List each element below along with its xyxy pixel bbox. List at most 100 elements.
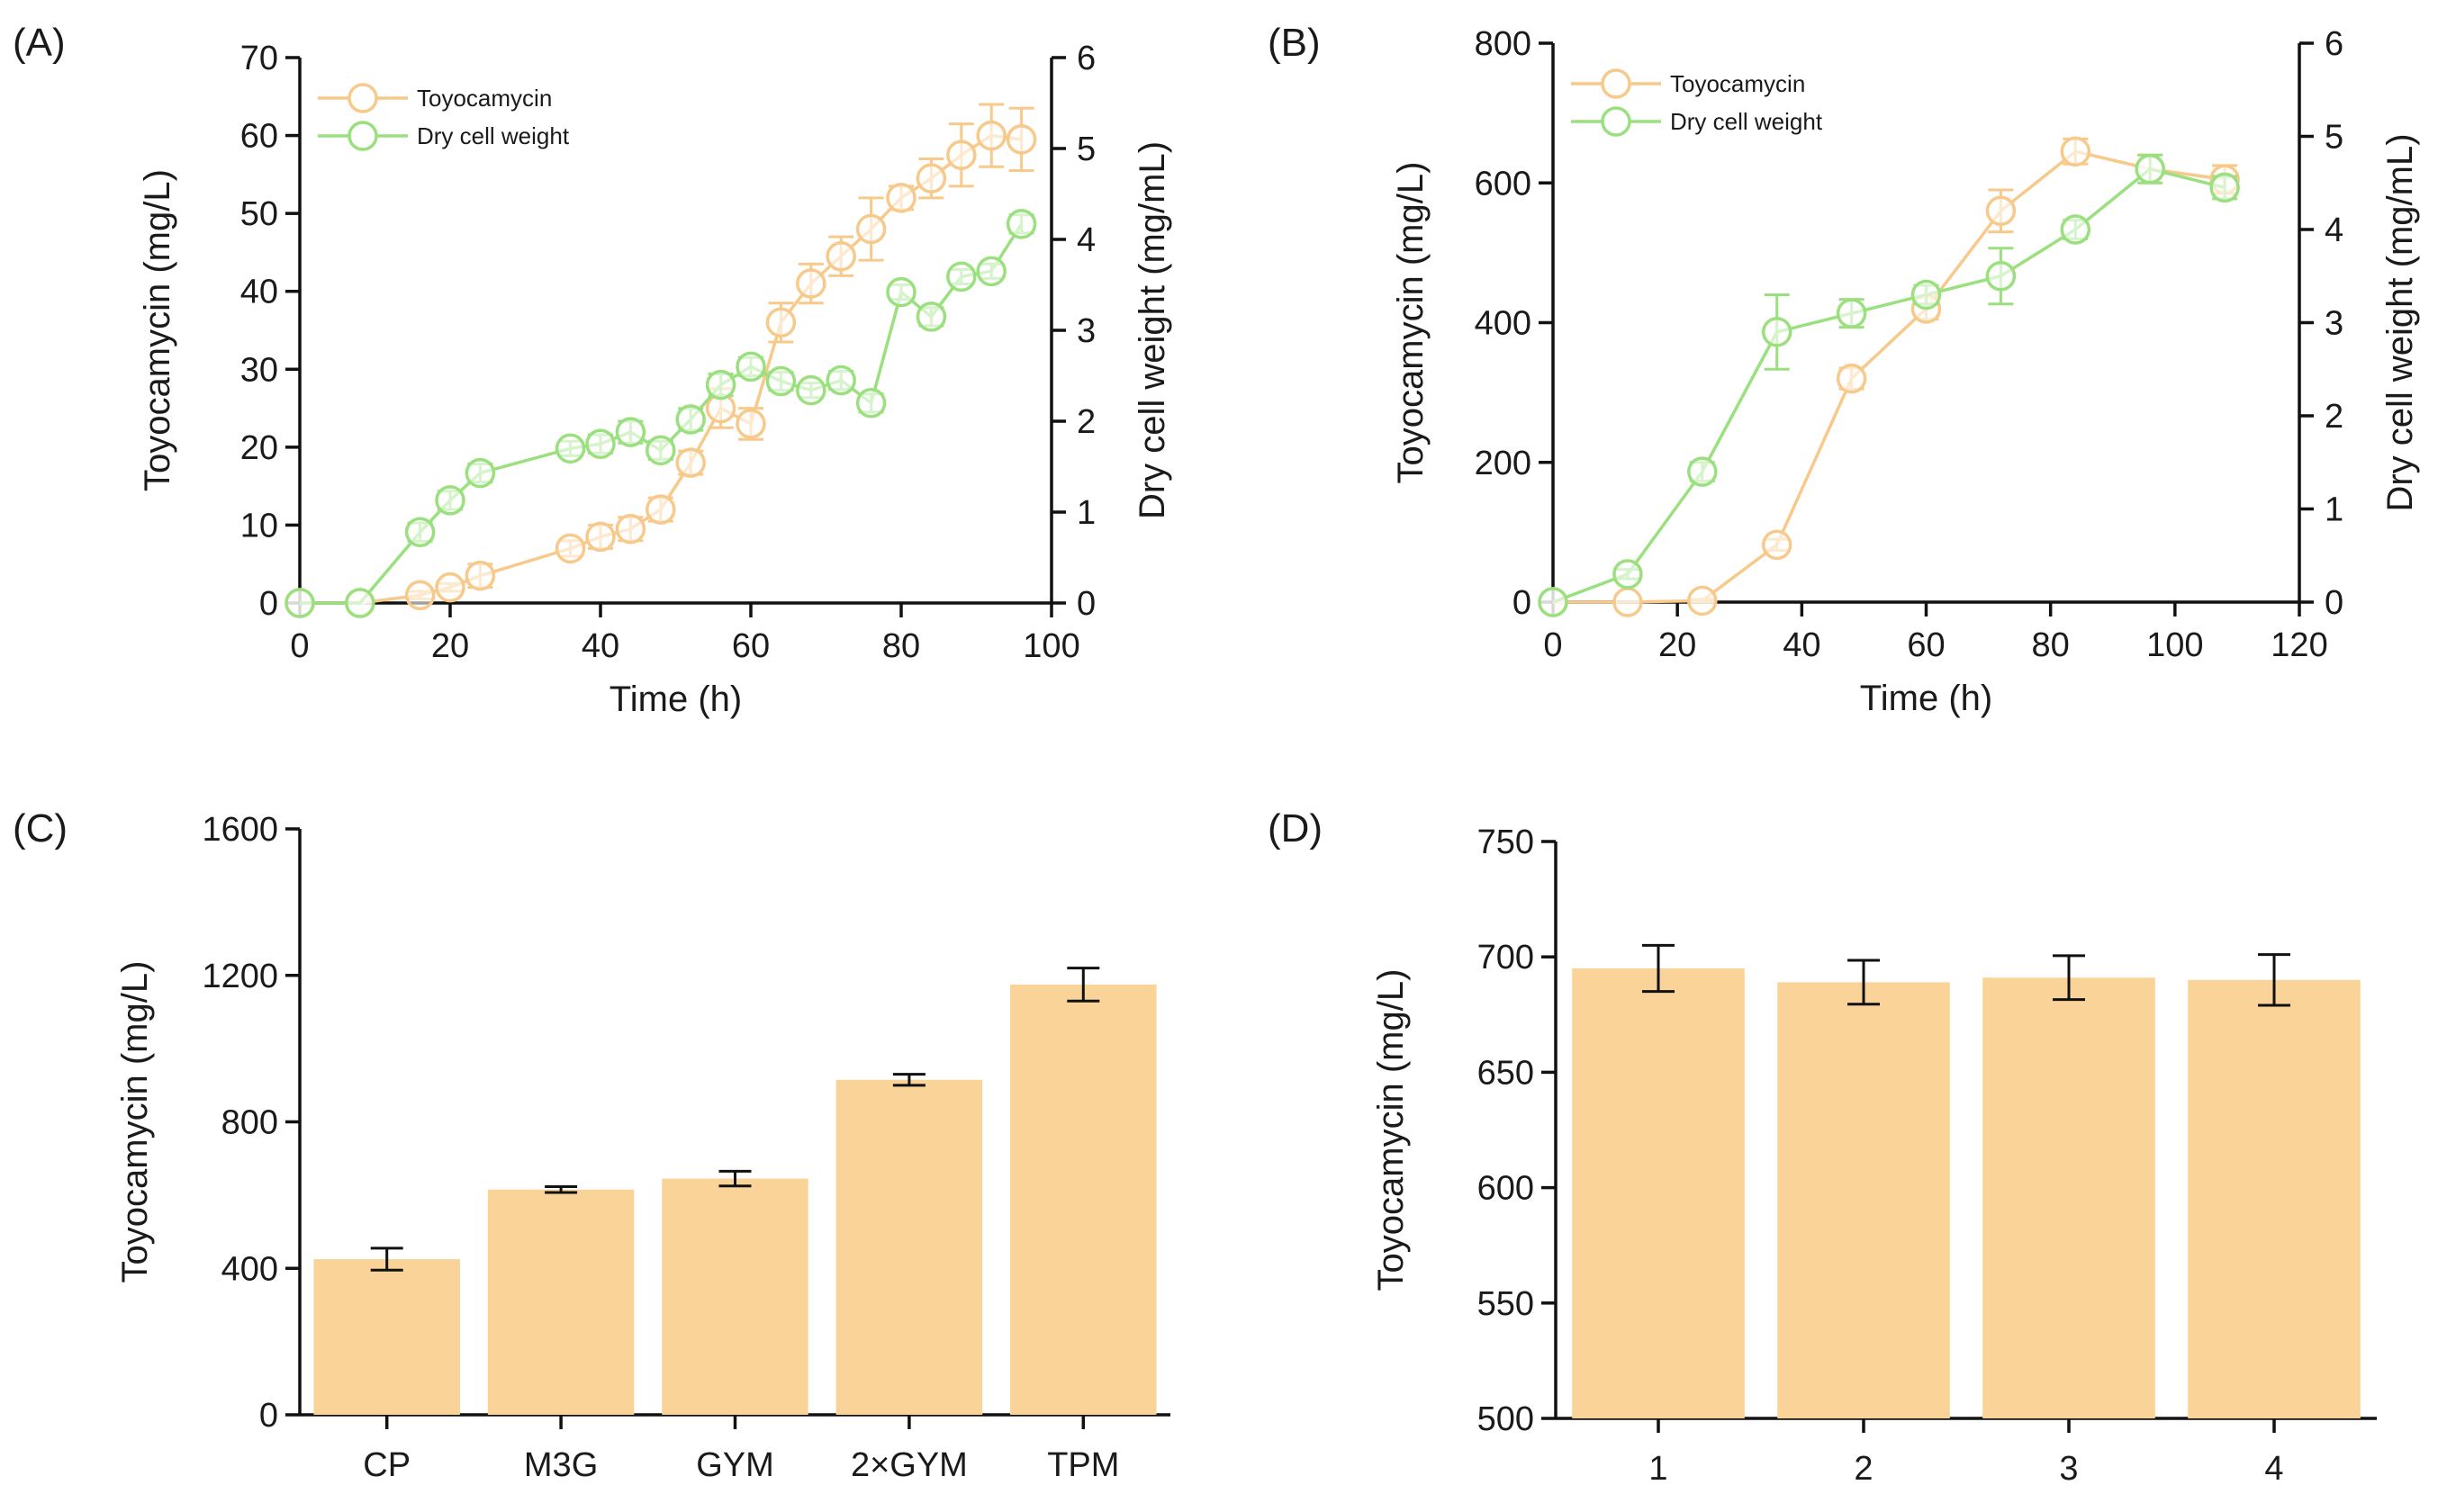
y-tick-label: 500 (1477, 1400, 1534, 1438)
y-axis-title: Toyocamycin (mg/L) (1391, 162, 1431, 484)
data-point (2060, 214, 2091, 245)
data-point (2060, 136, 2091, 167)
data-point (1006, 209, 1037, 239)
series-toyocamycin (284, 103, 1037, 618)
data-point (855, 388, 887, 418)
bar (835, 1079, 983, 1415)
data-point (2209, 172, 2240, 203)
y-tick-label: 550 (1477, 1285, 1534, 1323)
legend-marker (348, 121, 378, 151)
y2-tick-label: 2 (2325, 398, 2343, 436)
legend-label: Dry cell weight (1670, 108, 1823, 135)
x-tick-label: 0 (290, 627, 309, 665)
data-point (435, 572, 465, 603)
y-tick-label: 10 (240, 507, 278, 544)
series-line (1553, 149, 2226, 604)
y-tick-label: 400 (1475, 305, 1531, 343)
data-point (946, 140, 977, 170)
x-tick-label: GYM (696, 1446, 774, 1484)
y-tick-label: 1200 (202, 958, 278, 995)
bar (1572, 968, 1745, 1418)
data-point (465, 457, 496, 489)
y-tick-label: 20 (240, 429, 278, 467)
x-tick-label: CP (363, 1446, 411, 1484)
data-point (976, 256, 1007, 287)
data-point (1612, 559, 1643, 590)
x-tick-label: 120 (2271, 626, 2327, 664)
y2-tick-label: 1 (2325, 491, 2343, 529)
y-axis-title: Toyocamycin (mg/L) (1371, 969, 1411, 1292)
y-tick-label: 800 (221, 1104, 278, 1142)
bar (1982, 977, 2155, 1418)
data-point (765, 365, 797, 397)
y2-tick-label: 4 (1077, 221, 1096, 259)
data-point (555, 433, 586, 464)
y-tick-label: 1600 (202, 811, 278, 849)
bar (313, 1259, 460, 1415)
x-tick-label: 60 (732, 627, 770, 665)
y-tick-label: 30 (240, 351, 278, 389)
y-tick-label: 600 (1477, 1170, 1534, 1208)
data-point (916, 302, 947, 332)
data-point (796, 374, 826, 406)
x-tick-label: 0 (1543, 626, 1562, 664)
y-tick-label: 700 (1477, 939, 1534, 976)
data-point (1985, 261, 2017, 292)
data-point (1538, 587, 1568, 617)
data-point (585, 521, 616, 553)
data-point (1836, 363, 1867, 394)
panel-label: (A) (13, 21, 66, 65)
x-tick-label: 100 (2146, 626, 2203, 664)
data-point (1836, 298, 1867, 328)
x-tick-label: 20 (431, 627, 469, 665)
data-point (615, 514, 646, 544)
data-point (886, 276, 916, 308)
series-toyocamycin (1538, 136, 2240, 617)
series-line (1552, 166, 2226, 604)
x-tick-label: 60 (1907, 626, 1945, 664)
data-point (826, 241, 856, 272)
y-tick-label: 40 (240, 274, 278, 311)
data-point (1612, 587, 1643, 617)
bar (487, 1189, 635, 1415)
data-point (646, 494, 676, 525)
x-tick-label: 4 (2264, 1450, 2283, 1488)
data-point (886, 183, 916, 213)
data-point (435, 485, 465, 516)
y2-tick-label: 4 (2325, 212, 2343, 249)
chart-panel-b: (B) 0 20 40 60 80 100 120 0 200 400 600 800 0 1 2 3 4 5 6 Ti… (1268, 21, 2420, 718)
y-tick-label: 70 (240, 40, 278, 77)
y-tick-label: 600 (1475, 165, 1531, 202)
data-point (465, 560, 496, 591)
bar (1777, 982, 1950, 1418)
data-point (826, 364, 856, 396)
bar (2188, 979, 2361, 1418)
y2-axis-title: Dry cell weight (mg/mL) (1133, 141, 1172, 519)
data-point (916, 163, 947, 194)
y-tick-label: 650 (1477, 1054, 1534, 1092)
legend-marker (348, 83, 378, 113)
y-tick-label: 200 (1475, 445, 1531, 482)
legend-label: Toyocamycin (417, 85, 552, 112)
data-point (675, 447, 706, 478)
data-point (736, 351, 766, 382)
chart-panel-c: (C) 0 400 800 1200 1600 CP M3G GYM 2×GYM TPM Toyoca… (13, 806, 1170, 1484)
y-tick-label: 400 (221, 1250, 278, 1288)
x-tick-label: 2×GYM (851, 1446, 968, 1484)
series-line (300, 222, 1024, 605)
data-point (976, 120, 1007, 151)
chart-panel-d: (D) 500 550 600 650 700 750 1 2 3 4 Toyocamycin (mg… (1268, 806, 2377, 1488)
legend-label: Toyocamycin (1670, 70, 1805, 97)
y-tick-label: 0 (1512, 584, 1531, 622)
x-tick-label: 100 (1023, 627, 1079, 665)
data-point (646, 435, 676, 466)
x-tick-label: 80 (2032, 626, 2070, 664)
x-tick-label: M3G (524, 1446, 598, 1484)
y-tick-label: 750 (1477, 824, 1534, 861)
y2-tick-label: 6 (2325, 25, 2343, 63)
data-point (1687, 585, 1718, 616)
x-tick-label: 40 (1783, 626, 1820, 664)
legend-label: Dry cell weight (417, 122, 570, 149)
y2-tick-label: 2 (1077, 403, 1096, 441)
